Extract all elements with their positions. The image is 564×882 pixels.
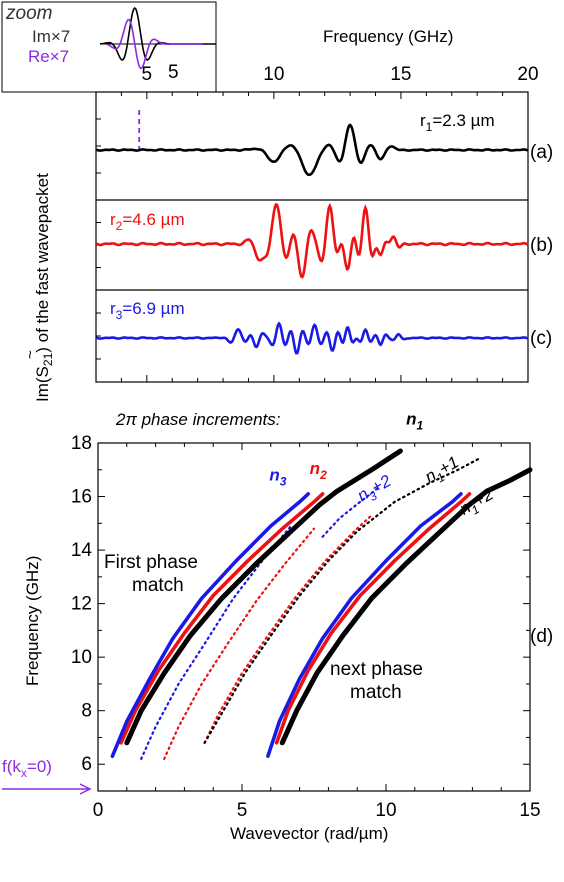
series-n2-next- — [274, 492, 472, 745]
panel-label-b: (b) — [530, 235, 553, 256]
mode-label-n1: n1 — [406, 409, 423, 432]
label-r2: r2=4.6 µm — [110, 210, 185, 233]
ann-first-2: match — [132, 575, 184, 596]
top-ylabel-tilde: ~ — [22, 350, 39, 359]
heading-phase: 2π phase increments: — [115, 410, 281, 429]
bottom-series — [110, 448, 533, 760]
panel-label-d: (d) — [530, 626, 553, 647]
panel-label-c: (c) — [530, 328, 552, 349]
series-n3 — [110, 492, 310, 758]
curve-panel-b — [95, 202, 529, 279]
series-n2-2 — [203, 514, 373, 744]
label-r3: r3=6.9 µm — [110, 299, 185, 322]
ann-next-1: next phase — [330, 659, 423, 680]
bottom-x-tick-label: 15 — [519, 800, 540, 821]
bottom-y-tick-label: 10 — [71, 647, 92, 668]
inset-legend-re: Re×7 — [28, 47, 69, 66]
bottom-xlabel: Wavevector (rad/µm) — [230, 824, 388, 843]
bottom-y-tick-label: 8 — [81, 701, 92, 722]
series-n1-2 — [279, 467, 533, 746]
ann-next-2: match — [350, 682, 402, 703]
top-tick-labels: 5 10 15 20 — [142, 64, 539, 85]
series-n3-next- — [266, 492, 463, 758]
top-ylabel: Im(S21) of the fast wavepacket — [33, 173, 55, 402]
bottom-y-tick-label: 12 — [71, 594, 92, 615]
bottom-y-tick-label: 18 — [71, 433, 92, 454]
bottom-x-tick-label: 5 — [237, 800, 248, 821]
top-tick-label: 10 — [263, 64, 284, 85]
bottom-x-tick-label: 10 — [375, 800, 396, 821]
corner-arrow-head — [79, 783, 92, 795]
top-frame — [95, 91, 529, 383]
series-n3-2 — [321, 487, 379, 538]
bottom-ticks: 0 5 10 15 6 8 10 12 14 16 18 — [71, 433, 541, 821]
top-tick-label: 20 — [517, 64, 538, 85]
bottom-y-tick-label: 14 — [71, 540, 93, 561]
top-tick-label: 5 — [142, 64, 153, 85]
bottom-ylabel: Frequency (GHz) — [23, 556, 42, 686]
series-n2 — [119, 492, 325, 745]
panel-label-a: (a) — [530, 142, 553, 163]
curve-panel-c — [95, 321, 529, 355]
series-n2-1 — [163, 527, 316, 760]
mode-label-n2: n2 — [310, 459, 327, 482]
series-n1-1 — [203, 458, 480, 744]
top-xlabel: Frequency (GHz) — [323, 27, 453, 46]
ann-first-1: First phase — [104, 552, 198, 573]
top-panels: Frequency (GHz) 5 10 15 20 r1=2.3 µm r2=4.6… — [22, 27, 553, 402]
label-r1: r1=2.3 µm — [420, 111, 495, 134]
mode-label-n3: n3 — [269, 465, 286, 488]
inset-title: zoom — [5, 3, 52, 24]
bottom-frame — [97, 442, 531, 792]
inset-legend-im: Im×7 — [32, 27, 70, 46]
inset-tick-label: 5 — [168, 62, 179, 83]
top-ticks — [95, 92, 529, 382]
series-n1 — [124, 448, 403, 746]
top-tick-label: 15 — [390, 64, 411, 85]
curve-panel-a — [95, 123, 529, 176]
bottom-x-tick-label: 0 — [93, 800, 104, 821]
zoom-inset: zoom Im×7 Re×7 5 — [1, 1, 217, 93]
dispersion-panel: 2π phase increments: 0 5 10 15681012141618 … — [2, 409, 553, 843]
bottom-y-tick-label: 16 — [71, 487, 92, 508]
corner-label: f(kx=0) — [2, 757, 52, 780]
bottom-y-tick-label: 6 — [81, 754, 92, 775]
inset-re-curve — [106, 18, 204, 70]
